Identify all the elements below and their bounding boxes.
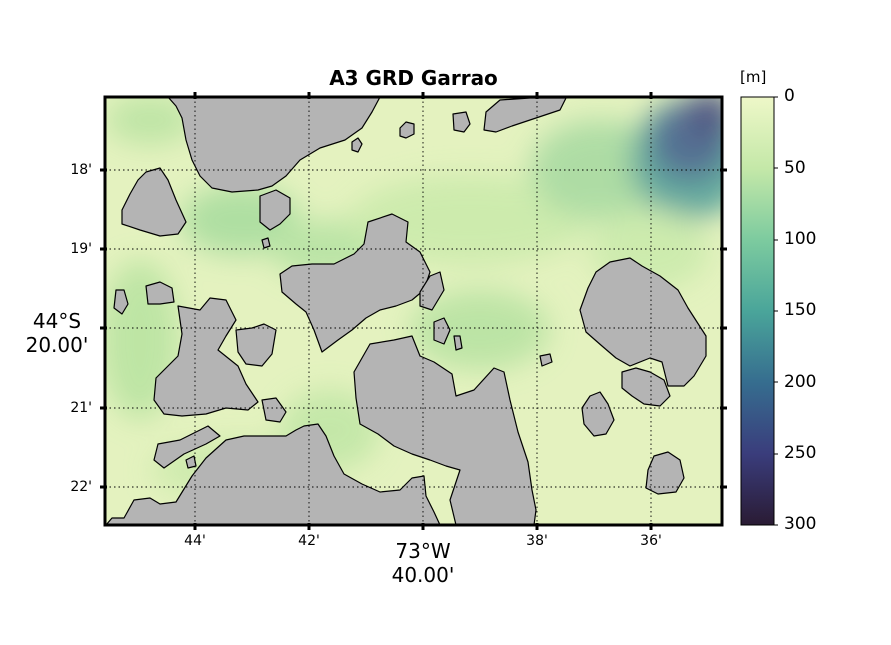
y-tick-label: 21' (70, 400, 92, 416)
colorbar-ticks (774, 96, 778, 526)
island-north-small-1 (399, 121, 415, 139)
island-south-tiny (185, 455, 197, 469)
x-tick-label: 42' (298, 533, 320, 549)
colorbar-tick-label: 300 (784, 514, 817, 534)
frame-ticks (100, 92, 727, 530)
island-east-large (579, 257, 707, 387)
colorbar-tick-label: 250 (784, 443, 817, 463)
graticule (105, 97, 722, 525)
colorbar-unit: [m] (740, 68, 767, 86)
x-center-minute: 40.00' (391, 563, 455, 587)
land-north-mainland (167, 97, 381, 193)
colorbar-tick-label: 50 (784, 158, 806, 178)
island-west-mid (235, 323, 277, 367)
x-tick-label: 36' (640, 533, 662, 549)
y-center-label: 44°S 20.00' (22, 309, 92, 357)
x-tick-label: 44' (184, 533, 206, 549)
island-small-channel (261, 397, 287, 423)
colorbar-tick-label: 0 (784, 86, 795, 106)
x-center-label: 73°W 40.00' (383, 539, 463, 587)
y-center-degree: 44°S (32, 309, 82, 333)
island-east-small (433, 317, 451, 345)
island-east-south (645, 451, 685, 495)
island-east-tiny (453, 335, 463, 351)
island-west-1 (121, 167, 187, 237)
island-north-small-3 (452, 111, 471, 133)
island-center-east (419, 271, 445, 311)
island-tiny-1 (261, 237, 271, 249)
x-tick-label: 38' (526, 533, 548, 549)
map-title: A3 GRD Garrao (329, 66, 498, 90)
island-west-2 (259, 189, 291, 231)
colorbar-tick-label: 150 (784, 300, 817, 320)
colorbar-tick-label: 100 (784, 229, 817, 249)
y-tick-label: 22' (70, 479, 92, 495)
island-north-east (483, 97, 567, 133)
x-center-degree: 73°W (395, 539, 451, 563)
island-east-mid (621, 367, 671, 407)
land-masses (105, 97, 707, 525)
island-west-large (153, 297, 259, 417)
island-west-4 (113, 289, 129, 315)
island-southwest-chain (153, 425, 221, 469)
colorbar (740, 96, 775, 526)
island-east-dot (539, 353, 553, 367)
island-west-3 (145, 281, 175, 305)
island-east-small-2 (581, 391, 615, 437)
land-south-mainland (105, 423, 441, 525)
colorbar-tick-label: 200 (784, 372, 817, 392)
map-frame (103, 95, 724, 527)
y-tick-label: 18' (70, 162, 92, 178)
island-north-small-2 (351, 137, 363, 153)
island-center-large (353, 335, 537, 525)
y-center-minute: 20.00' (25, 333, 89, 357)
y-tick-label: 19' (70, 241, 92, 257)
island-center-north (279, 213, 431, 353)
